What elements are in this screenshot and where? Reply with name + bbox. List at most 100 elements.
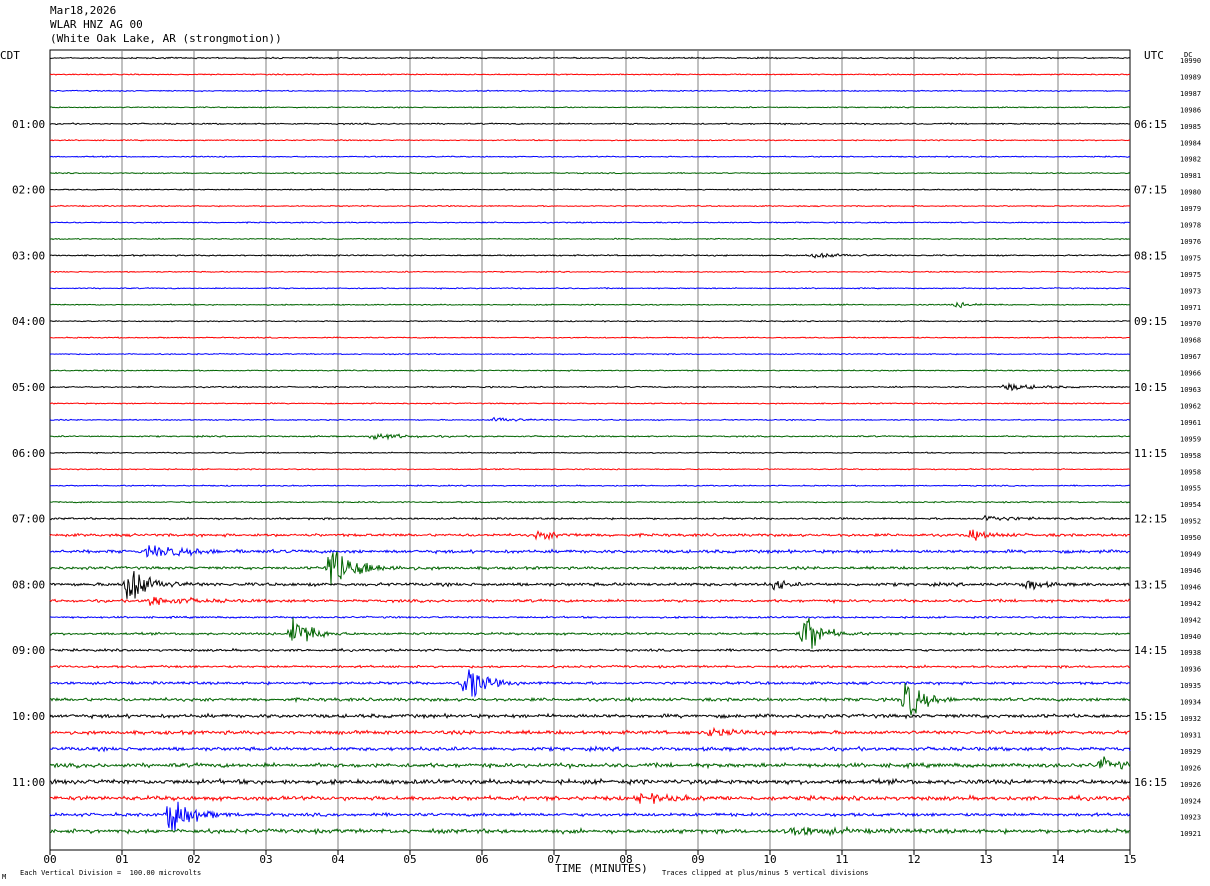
scale-note: Each Vertical Division = 100.00 microvol… (20, 869, 202, 877)
trace-line (49, 237, 1131, 241)
trace-line (49, 171, 1131, 175)
dc-value-label: 10963 (1180, 386, 1201, 394)
trace-line (49, 792, 1131, 804)
trace-line (49, 669, 1131, 698)
trace-line (49, 252, 1131, 259)
left-hour-label: 10:00 (12, 710, 45, 723)
trace-line (49, 726, 1131, 737)
left-hour-label: 01:00 (12, 118, 45, 131)
dc-value-label: 10978 (1180, 222, 1201, 230)
x-tick-label: 14 (1051, 853, 1065, 866)
dc-value-label: 10952 (1180, 518, 1201, 526)
x-tick-label: 10 (763, 853, 776, 866)
dc-value-label: 10989 (1180, 73, 1201, 81)
dc-value-label: 10975 (1180, 254, 1201, 262)
trace-line (49, 319, 1131, 323)
dc-value-label: 10967 (1180, 353, 1201, 361)
right-hour-label: 09:15 (1134, 315, 1167, 328)
dc-label: DC (1184, 51, 1193, 59)
left-hour-label: 09:00 (12, 644, 45, 657)
dc-value-label: 10982 (1180, 156, 1201, 164)
corner-mark: M (2, 873, 7, 881)
right-timezone-label: UTC (1144, 49, 1164, 62)
dc-value-label: 10980 (1180, 189, 1201, 197)
trace-line (49, 221, 1131, 224)
trace-line (49, 451, 1131, 455)
dc-value-label: 10966 (1180, 370, 1201, 378)
dc-value-label: 10968 (1180, 337, 1201, 345)
x-tick-label: 03 (259, 853, 272, 866)
dc-value-label: 10955 (1180, 485, 1201, 493)
x-tick-label: 02 (187, 853, 200, 866)
right-hour-label: 07:15 (1134, 184, 1167, 197)
trace-line (49, 514, 1130, 522)
trace-line (50, 745, 1131, 753)
clip-note: Traces clipped at plus/minus 5 vertical … (662, 869, 869, 877)
dc-value-label: 10934 (1180, 699, 1201, 707)
trace-line (49, 336, 1131, 339)
dc-value-label: 10987 (1180, 90, 1201, 98)
left-hour-label: 11:00 (12, 776, 45, 789)
left-hour-label: 07:00 (12, 513, 45, 526)
left-hour-label: 03:00 (12, 249, 45, 262)
right-hour-label: 13:15 (1134, 578, 1167, 591)
x-tick-label: 13 (979, 853, 992, 866)
trace-line (49, 756, 1131, 770)
trace-line (49, 402, 1131, 405)
left-hour-label: 04:00 (12, 315, 45, 328)
dc-value-label: 10931 (1180, 731, 1201, 739)
dc-value-label: 10990 (1180, 57, 1201, 65)
dc-value-label: 10986 (1180, 106, 1201, 114)
trace-line (49, 647, 1131, 653)
trace-line (49, 352, 1131, 356)
right-hour-label: 12:15 (1134, 513, 1167, 526)
right-hour-label: 11:15 (1134, 447, 1167, 460)
right-hour-label: 08:15 (1134, 249, 1167, 262)
trace-line (49, 138, 1131, 142)
dc-value-label: 10936 (1180, 666, 1201, 674)
dc-value-label: 10929 (1180, 748, 1201, 756)
trace-line (49, 122, 1131, 126)
left-timezone-label: CDT (0, 49, 20, 62)
trace-line (50, 664, 1131, 670)
trace-line (49, 270, 1130, 274)
date-label: Mar18,2026 (50, 4, 117, 17)
dc-value-label: 10984 (1180, 139, 1201, 147)
trace-line (49, 188, 1131, 191)
x-tick-label: 11 (835, 853, 848, 866)
trace-line (49, 712, 1131, 720)
trace-line (49, 106, 1131, 109)
dc-value-label: 10938 (1180, 649, 1201, 657)
trace-line (49, 155, 1131, 159)
plot-frame (49, 49, 1131, 851)
right-hour-label: 16:15 (1134, 776, 1167, 789)
dc-value-label: 10981 (1180, 172, 1201, 180)
dc-value-label: 10970 (1180, 320, 1201, 328)
dc-value-label: 10973 (1180, 287, 1201, 295)
trace-line (49, 467, 1131, 471)
dc-value-label: 10942 (1180, 616, 1201, 624)
x-tick-label: 05 (403, 853, 416, 866)
trace-line (49, 500, 1131, 504)
trace-line (49, 73, 1131, 76)
trace-line (49, 801, 1131, 832)
location-label: (White Oak Lake, AR (strongmotion)) (50, 32, 282, 45)
dc-value-label: 10926 (1180, 781, 1201, 789)
dc-value-label: 10923 (1180, 814, 1201, 822)
dc-value-label: 10926 (1180, 764, 1201, 772)
trace-line (49, 596, 1131, 606)
station-label: WLAR HNZ AG 00 (50, 18, 143, 31)
dc-value-label: 10935 (1180, 682, 1201, 690)
trace-line (49, 682, 1131, 716)
left-hour-label: 08:00 (12, 578, 45, 591)
trace-line (49, 416, 1131, 422)
trace-line (49, 56, 1131, 60)
trace-line (49, 571, 1131, 599)
dc-value-label: 10924 (1180, 797, 1201, 805)
dc-value-label: 10946 (1180, 583, 1201, 591)
dc-value-label: 10932 (1180, 715, 1201, 723)
x-tick-label: 01 (115, 853, 128, 866)
right-hour-label: 15:15 (1134, 710, 1167, 723)
trace-line (49, 617, 1131, 649)
